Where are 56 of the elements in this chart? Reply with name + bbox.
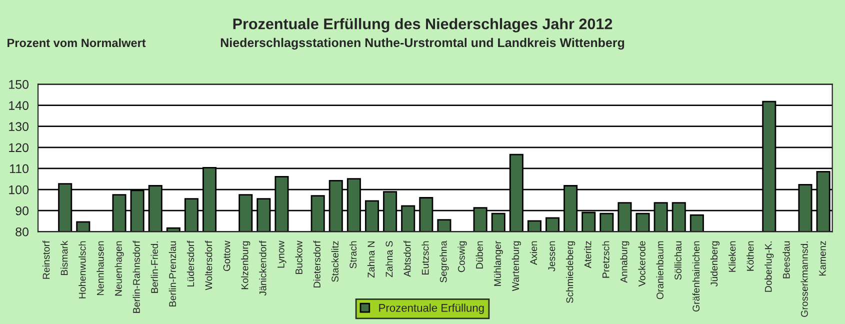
y-tick-label: 140 [9, 101, 29, 110]
y-tick-label: 90 [16, 206, 29, 216]
x-tick-label: Kamenz [819, 241, 826, 276]
x-tick-label: Neuenhagen [114, 241, 124, 296]
x-tick-label: Beesdau [782, 241, 790, 278]
y-tick-label: 130 [9, 122, 29, 132]
x-tick-label: Zahna N [367, 241, 375, 278]
x-tick-label: Klieken [728, 241, 736, 272]
x-tick-label: Abtsdorf [404, 240, 411, 277]
y-tick-label: 110 [10, 164, 29, 174]
x-tick-label: Kolzenburg [241, 241, 250, 290]
x-tick-label: Jüdenberg [710, 241, 720, 286]
y-tick-label: 120 [9, 143, 29, 152]
x-tick-label: Gottow [223, 240, 230, 271]
x-tick-label: Söllichau [674, 241, 682, 280]
x-tick-label: Gräfenhainichen [692, 241, 700, 312]
x-tick-label: Vockerode [638, 241, 646, 287]
chart-subtitle: Niederschlagsstationen Nuthe-Urstromtal und Landkreis Wittenberg [220, 38, 624, 50]
x-tick-label: Wartenburg [512, 241, 521, 292]
x-tick-label: Ateritz [584, 241, 592, 268]
x-tick-label: Jänickendorf [259, 240, 266, 296]
x-tick-label: Jessen [548, 241, 556, 272]
x-tick-label: Schmiedeberg [566, 241, 576, 303]
x-tick-label: Lynow [278, 240, 286, 268]
y-tick-label: 80 [16, 227, 29, 236]
x-tick-label: Köthen [746, 241, 754, 271]
x-tick-label: Grosserkmannsd. [800, 242, 808, 317]
x-tick-label: Segrehna [440, 240, 449, 282]
x-tick-label: Annaburg [620, 241, 630, 283]
legend-label: Prozentuale Erfüllung [379, 304, 484, 314]
x-tick-label: Eutzsch [422, 241, 429, 274]
x-tick-label: Strach [349, 241, 357, 268]
y-axis-title: Prozent vom Normalwert [8, 38, 146, 48]
x-tick-label: Doberlug-K. [764, 242, 774, 292]
x-tick-label: Zahna S [386, 241, 393, 278]
x-tick-label: Oranienbaum [656, 241, 664, 300]
y-tick-label: 100 [9, 185, 29, 194]
x-tick-label: Hohenwulsch [78, 241, 86, 298]
x-tick-label: Berlin-Rahnsdorf [132, 240, 140, 313]
x-tick-label: Dietersdorf [313, 240, 320, 288]
x-tick-label: Berlin-Fried. [150, 242, 158, 293]
x-tick-label: Pretzsch [602, 241, 610, 278]
x-tick-label: Axien [530, 241, 538, 265]
x-tick-label: Lüdersdorf [186, 240, 194, 286]
x-tick-label: Mühlanger [494, 240, 503, 286]
x-tick-label: Nennhausen [96, 241, 104, 296]
x-tick-label: Stackelitz [331, 241, 338, 282]
y-tick-label: 150 [9, 80, 29, 89]
x-tick-label: Bismark [60, 240, 68, 275]
x-tick-label: Buckow [295, 240, 302, 274]
x-tick-label: Coswig [458, 241, 467, 272]
x-tick-label: Berlin-Prenzlau [168, 241, 176, 306]
x-tick-label: Düben [476, 241, 483, 269]
chart-title: Prozentuale Erfüllung des Niederschlages Jahr 2012 [233, 18, 612, 32]
x-tick-label: Reinstorf [42, 240, 50, 279]
x-tick-label: Woltersdorf [204, 240, 212, 290]
